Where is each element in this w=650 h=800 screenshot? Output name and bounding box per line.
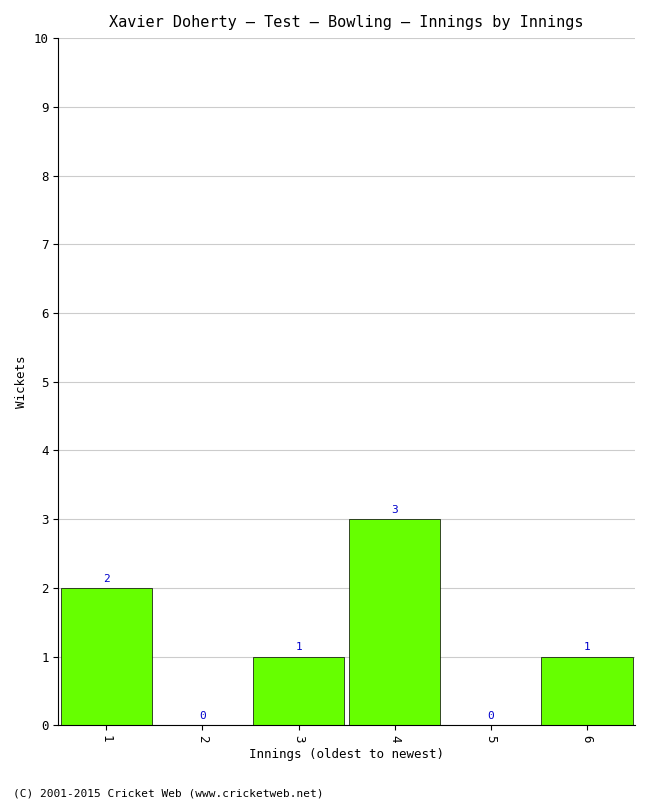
Text: 0: 0 xyxy=(488,711,494,721)
Bar xyxy=(349,519,440,726)
Text: 1: 1 xyxy=(584,642,590,652)
Bar xyxy=(60,588,152,726)
Text: 2: 2 xyxy=(103,574,110,584)
Bar xyxy=(253,657,344,726)
Text: 0: 0 xyxy=(199,711,206,721)
X-axis label: Innings (oldest to newest): Innings (oldest to newest) xyxy=(249,748,444,761)
Y-axis label: Wickets: Wickets xyxy=(15,355,28,408)
Title: Xavier Doherty – Test – Bowling – Innings by Innings: Xavier Doherty – Test – Bowling – Inning… xyxy=(109,15,584,30)
Text: (C) 2001-2015 Cricket Web (www.cricketweb.net): (C) 2001-2015 Cricket Web (www.cricketwe… xyxy=(13,788,324,798)
Text: 1: 1 xyxy=(295,642,302,652)
Bar xyxy=(541,657,632,726)
Text: 3: 3 xyxy=(391,505,398,515)
